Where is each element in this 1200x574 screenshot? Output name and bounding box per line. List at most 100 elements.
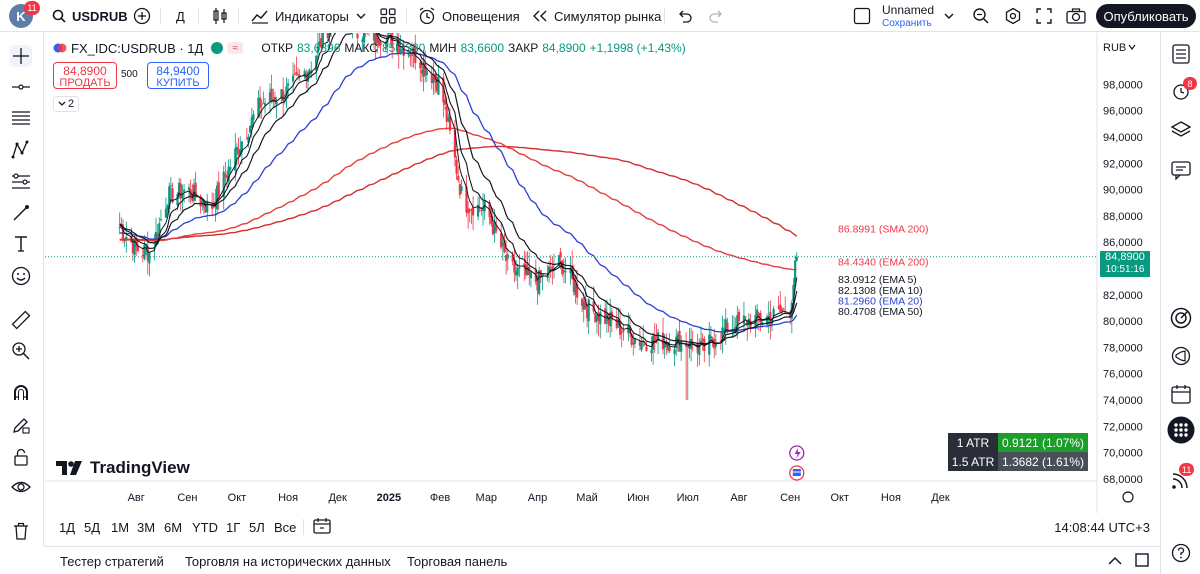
publish-button[interactable]: Опубликовать [1096, 4, 1196, 28]
zoom-in-icon [12, 342, 30, 360]
tab-strategy-tester[interactable]: Тестер стратегий [60, 554, 164, 569]
tab-trading-panel[interactable]: Торговая панель [407, 554, 508, 569]
range-5d[interactable]: 5Д [84, 520, 101, 535]
delete-tool[interactable] [10, 520, 32, 542]
help-button[interactable] [1170, 542, 1192, 564]
sell-button[interactable]: 84,8900 ПРОДАТЬ [53, 62, 117, 89]
time-tick-label: Июн [627, 492, 649, 504]
symbol-search[interactable]: USDRUB [52, 0, 128, 32]
products-button[interactable] [1167, 416, 1195, 444]
fullscreen-button[interactable] [1036, 0, 1052, 32]
ruler-tool[interactable] [10, 309, 32, 331]
emoji-tool[interactable] [10, 265, 32, 287]
candle-body [726, 322, 729, 333]
indicators-collapse-button[interactable]: 2 [53, 96, 79, 112]
range-all[interactable]: Все [274, 520, 297, 535]
range-1y[interactable]: 1Г [226, 520, 241, 535]
indicators-button[interactable]: Индикаторы [251, 0, 349, 32]
watchlist-button[interactable] [1170, 43, 1192, 65]
symbol-name: USDRUB [72, 8, 128, 24]
candle-body [468, 209, 471, 212]
brush-tool[interactable] [10, 202, 32, 224]
layers-icon [1171, 121, 1191, 137]
tab-replay-trading[interactable]: Торговля на исторических данных [185, 554, 391, 569]
layout-title: Unnamed [882, 3, 935, 17]
candle-body [547, 266, 551, 272]
settings-button[interactable] [1004, 0, 1022, 32]
candle-body [685, 343, 688, 347]
interval-button[interactable]: Д [176, 0, 185, 32]
tradingview-logo[interactable]: TradingView [56, 458, 190, 478]
save-link[interactable]: Сохранить [882, 18, 932, 29]
zoom-tool[interactable] [10, 340, 32, 362]
candle-body [315, 55, 318, 71]
collapse-panel-button[interactable] [1108, 554, 1122, 569]
indicators-dropdown[interactable] [356, 0, 366, 32]
candle-body [206, 200, 209, 213]
range-1m[interactable]: 1М [111, 520, 130, 535]
undo-button[interactable] [677, 0, 693, 32]
range-ytd[interactable]: YTD [192, 520, 218, 535]
alerts-button[interactable]: Оповещения [418, 0, 520, 32]
notifications-badge: 11 [24, 1, 40, 15]
chart-type-button[interactable] [212, 0, 228, 32]
candle-body [653, 335, 656, 342]
candle-body [638, 341, 641, 347]
close-label: ЗАКР [508, 41, 539, 55]
layout-name[interactable]: Unnamed Сохранить [882, 4, 934, 30]
candle-body [569, 268, 572, 274]
candle-body [164, 208, 168, 218]
hotlists-button[interactable] [1170, 307, 1192, 329]
layout-dropdown[interactable] [944, 0, 954, 32]
calendar-button[interactable] [1170, 345, 1192, 367]
legend-symbol[interactable]: FX_IDC:USDRUB · 1Д [71, 40, 204, 56]
stay-in-drawing-tool[interactable] [10, 414, 32, 436]
magnet-tool[interactable] [10, 382, 32, 404]
crosshair-tool[interactable] [10, 45, 32, 67]
chat-button[interactable] [1170, 159, 1192, 181]
candle-body [384, 47, 387, 49]
candle-body [686, 345, 689, 347]
maximize-panel-button[interactable] [1135, 553, 1149, 570]
ideas-button[interactable] [1170, 383, 1192, 405]
fib-tool[interactable] [10, 107, 32, 129]
clock-timezone[interactable]: 14:08:44 UTC+3 [1054, 520, 1150, 535]
candle-body [222, 171, 225, 198]
candle-body [607, 316, 610, 325]
screenshot-button[interactable] [1066, 0, 1086, 32]
replay-button[interactable]: Симулятор рынка [532, 0, 661, 32]
candle-body [229, 167, 232, 170]
countdown: 10:51:16 [1105, 264, 1145, 275]
compare-button[interactable] [133, 0, 151, 32]
alerts-panel-button[interactable] [1170, 80, 1192, 102]
candle-body [511, 254, 514, 262]
quick-search-button[interactable] [972, 0, 990, 32]
text-tool[interactable] [10, 233, 32, 255]
lock-tool[interactable] [10, 446, 32, 468]
buy-button[interactable]: 84,9400 КУПИТЬ [147, 62, 209, 89]
templates-button[interactable] [380, 0, 396, 32]
layout-icon-button[interactable] [853, 0, 871, 32]
search-zoom-icon [973, 8, 989, 24]
time-tick-label: Сен [177, 492, 197, 504]
notifications-button[interactable] [1170, 469, 1192, 491]
magnet-icon [14, 385, 28, 400]
range-6m[interactable]: 6М [164, 520, 183, 535]
candle-body [407, 52, 410, 56]
open-label: ОТКР [261, 41, 293, 55]
atr-row-label: 1 ATR [948, 433, 998, 452]
trend-line-tool[interactable] [10, 76, 32, 98]
candle-body [523, 263, 526, 267]
range-3m[interactable]: 3М [137, 520, 156, 535]
range-1d[interactable]: 1Д [59, 520, 76, 535]
goto-date-button[interactable] [313, 517, 331, 538]
candle-body [655, 339, 658, 341]
redo-button[interactable] [708, 0, 724, 32]
ema-20-line [119, 33, 798, 345]
pattern-tool[interactable] [10, 139, 32, 161]
object-tree-button[interactable] [1170, 119, 1192, 141]
projection-tool[interactable] [10, 170, 32, 192]
hide-tool[interactable] [10, 476, 32, 498]
data-delay-icon[interactable]: ≈ [227, 42, 244, 54]
range-5y[interactable]: 5Л [249, 520, 265, 535]
